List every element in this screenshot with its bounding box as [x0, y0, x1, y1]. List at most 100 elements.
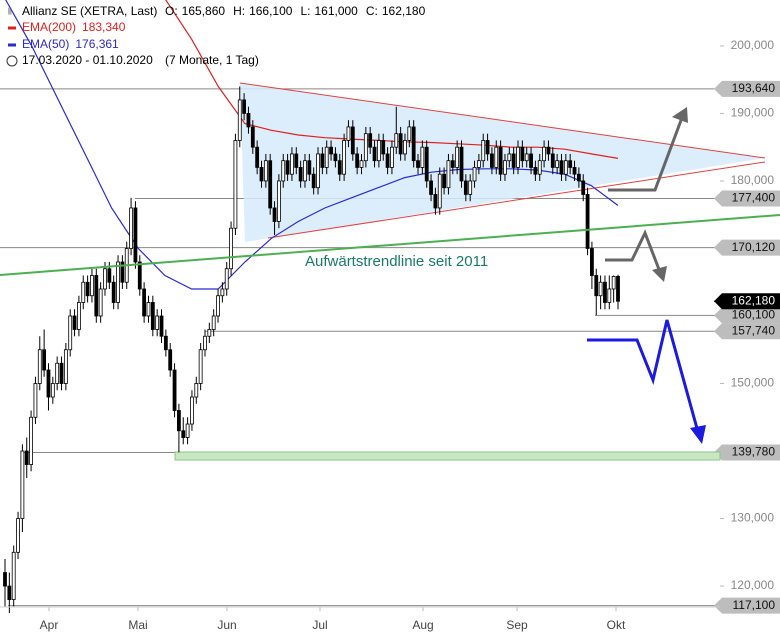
- x-tick-label: Aug: [412, 618, 433, 632]
- y-tick-label: 200,000: [731, 38, 775, 52]
- body: [198, 349, 203, 384]
- x-tick-label: Apr: [40, 618, 59, 632]
- y-tick-label: 190,000: [731, 106, 775, 120]
- trend-upper: [239, 82, 766, 159]
- trend-lower: [267, 161, 766, 239]
- body: [155, 315, 160, 330]
- body: [220, 288, 225, 297]
- header: ⫴ Allianz SE (XETRA, Last) O: 165,860 H: 16…: [6, 4, 426, 67]
- support-zone: [174, 451, 721, 461]
- body: [485, 140, 490, 155]
- level-label: 117,100: [733, 598, 776, 612]
- x-tick-label: Sep: [506, 618, 528, 632]
- arrowhead: [672, 107, 688, 123]
- x-tick-label: Mai: [128, 618, 147, 632]
- body: [177, 410, 181, 432]
- legend-swatch: [8, 43, 16, 47]
- body: [168, 349, 173, 371]
- level-label: 193,640: [732, 81, 776, 95]
- body: [572, 167, 577, 175]
- legend-name: EMA(200): [22, 20, 76, 34]
- body: [359, 160, 364, 168]
- body: [503, 160, 507, 175]
- body: [294, 153, 299, 168]
- y-tick-label: 130,000: [731, 511, 775, 525]
- x-tick-label: Jun: [217, 618, 236, 632]
- body: [50, 383, 55, 398]
- body: [407, 126, 412, 141]
- body: [146, 302, 151, 317]
- body: [546, 146, 551, 155]
- ema-lines: [5, 0, 619, 290]
- body: [411, 126, 416, 162]
- body: [29, 416, 33, 465]
- trend-green: [0, 214, 780, 276]
- body: [563, 160, 568, 175]
- body: [59, 362, 64, 384]
- body: [507, 153, 512, 162]
- body: [246, 113, 251, 128]
- body: [185, 423, 190, 438]
- body: [207, 329, 212, 337]
- body: [559, 160, 564, 175]
- level-label: 170,120: [732, 240, 776, 254]
- body: [333, 153, 338, 162]
- body: [233, 140, 238, 229]
- body: [363, 133, 368, 162]
- x-tick-label: Jul: [312, 618, 327, 632]
- body: [3, 572, 7, 587]
- body: [598, 281, 603, 297]
- body: [120, 261, 125, 283]
- body: [137, 261, 142, 290]
- arrow-down: [587, 319, 700, 433]
- ohlc-key: C:: [366, 4, 378, 18]
- body: [603, 281, 607, 303]
- body: [385, 153, 390, 168]
- body: [194, 383, 199, 398]
- body: [376, 140, 381, 162]
- body: [342, 140, 347, 175]
- body: [159, 315, 164, 337]
- body: [133, 207, 138, 263]
- arrowhead: [690, 425, 706, 444]
- y-tick-label: 180,000: [731, 173, 775, 187]
- body: [576, 173, 581, 182]
- legend: EMA(200) 183,340 EMA(50) 176,361: [8, 20, 126, 51]
- date-range: 17.03.2020 - 01.10.2020: [22, 53, 153, 67]
- body: [150, 302, 155, 330]
- body: [355, 153, 360, 168]
- body: [281, 160, 286, 182]
- body: [98, 288, 103, 317]
- body: [346, 126, 351, 141]
- ohlc-value: 162,180: [382, 4, 426, 18]
- body: [494, 146, 499, 168]
- body: [16, 518, 20, 553]
- level-box: [714, 190, 780, 207]
- body: [390, 146, 394, 168]
- body: [24, 450, 29, 465]
- body: [324, 146, 329, 168]
- body: [316, 153, 320, 189]
- level-label: 160,100: [732, 307, 776, 321]
- body: [463, 180, 468, 195]
- body: [481, 140, 486, 162]
- body: [424, 146, 429, 182]
- level-label: 139,780: [732, 445, 776, 459]
- body: [190, 396, 194, 425]
- body: [111, 281, 116, 303]
- body: [72, 315, 77, 330]
- body: [329, 146, 333, 155]
- body: [142, 288, 147, 317]
- body: [433, 194, 438, 209]
- body: [68, 315, 73, 351]
- ema-line: [165, 0, 619, 159]
- icon: ⫴: [8, 6, 12, 16]
- body: [268, 160, 273, 209]
- body: [533, 167, 538, 175]
- ohlc: O: 165,860 H: 166,100 L: 161,000 C: 162,180: [165, 4, 426, 18]
- legend-swatch: [8, 26, 16, 30]
- body: [181, 430, 186, 438]
- level-box: [714, 444, 780, 461]
- body: [55, 362, 60, 384]
- body: [537, 160, 542, 175]
